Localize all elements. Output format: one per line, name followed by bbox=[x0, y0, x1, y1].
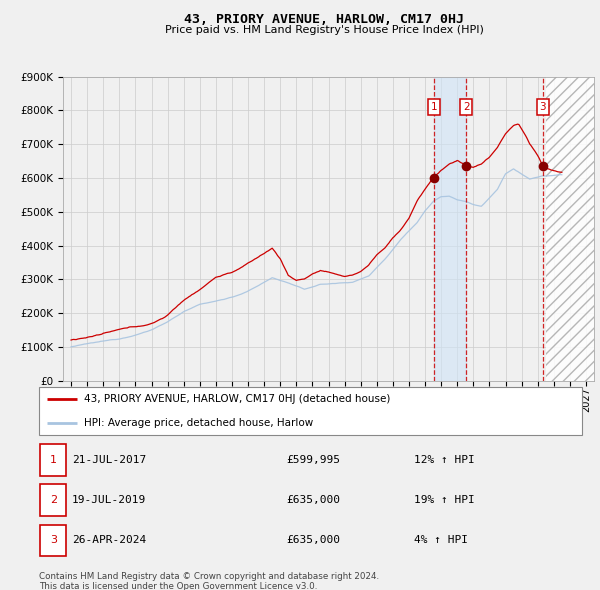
Text: 3: 3 bbox=[539, 102, 546, 112]
Text: £635,000: £635,000 bbox=[286, 496, 340, 505]
Text: 2: 2 bbox=[50, 496, 57, 505]
Text: £635,000: £635,000 bbox=[286, 536, 340, 545]
FancyBboxPatch shape bbox=[40, 484, 67, 516]
FancyBboxPatch shape bbox=[40, 444, 67, 476]
Bar bbox=[546, 77, 600, 381]
Text: This data is licensed under the Open Government Licence v3.0.: This data is licensed under the Open Gov… bbox=[39, 582, 317, 590]
FancyBboxPatch shape bbox=[39, 387, 582, 435]
Text: 19% ↑ HPI: 19% ↑ HPI bbox=[414, 496, 475, 505]
Text: 3: 3 bbox=[50, 536, 57, 545]
FancyBboxPatch shape bbox=[40, 525, 67, 556]
Text: 1: 1 bbox=[431, 102, 437, 112]
Text: £599,995: £599,995 bbox=[286, 455, 340, 465]
Bar bbox=[434, 77, 466, 381]
Text: 19-JUL-2019: 19-JUL-2019 bbox=[72, 496, 146, 505]
Text: 43, PRIORY AVENUE, HARLOW, CM17 0HJ (detached house): 43, PRIORY AVENUE, HARLOW, CM17 0HJ (det… bbox=[83, 394, 390, 404]
Text: 43, PRIORY AVENUE, HARLOW, CM17 0HJ: 43, PRIORY AVENUE, HARLOW, CM17 0HJ bbox=[184, 13, 464, 26]
Text: 26-APR-2024: 26-APR-2024 bbox=[72, 536, 146, 545]
Text: 12% ↑ HPI: 12% ↑ HPI bbox=[414, 455, 475, 465]
Text: HPI: Average price, detached house, Harlow: HPI: Average price, detached house, Harl… bbox=[83, 418, 313, 428]
Text: Price paid vs. HM Land Registry's House Price Index (HPI): Price paid vs. HM Land Registry's House … bbox=[164, 25, 484, 35]
Text: 21-JUL-2017: 21-JUL-2017 bbox=[72, 455, 146, 465]
Text: Contains HM Land Registry data © Crown copyright and database right 2024.: Contains HM Land Registry data © Crown c… bbox=[39, 572, 379, 581]
Text: 4% ↑ HPI: 4% ↑ HPI bbox=[414, 536, 468, 545]
Text: 1: 1 bbox=[50, 455, 57, 465]
Text: 2: 2 bbox=[463, 102, 469, 112]
